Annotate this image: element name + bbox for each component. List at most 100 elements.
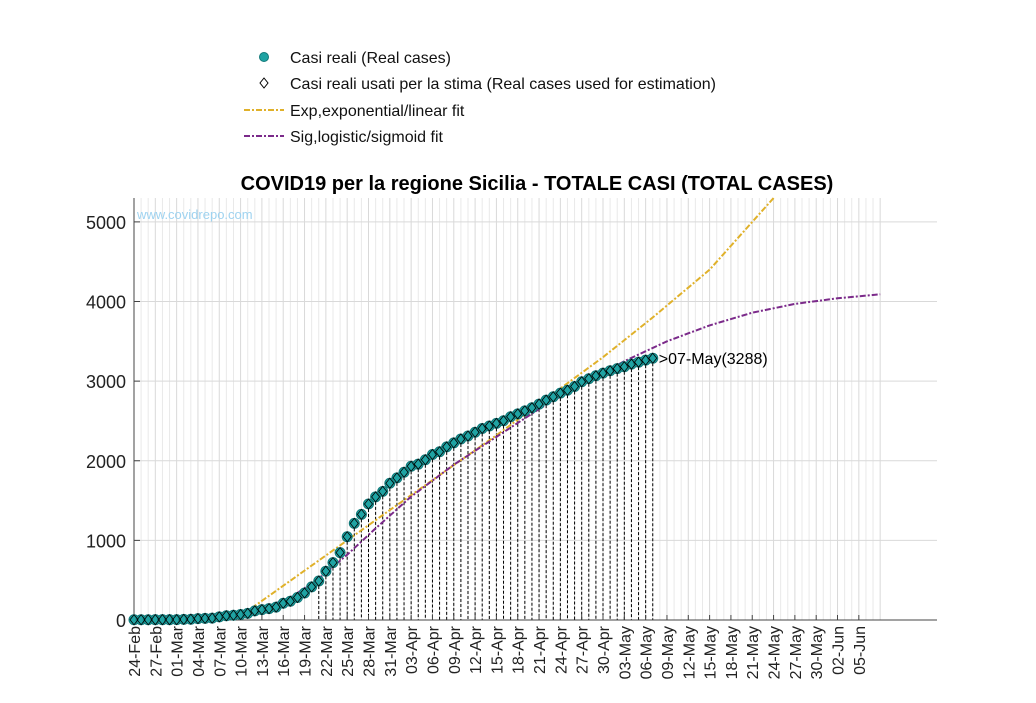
x-tick-label: 27-Apr [575, 625, 592, 674]
x-tick-label: 06-May [639, 626, 656, 679]
estimation-point [484, 420, 494, 432]
estimation-point [562, 384, 572, 396]
x-tick-label: 09-May [660, 626, 677, 679]
estimation-point [534, 398, 544, 410]
legend-label: Exp,exponential/linear fit [290, 103, 465, 120]
x-tick-label: 27-Feb [148, 626, 165, 677]
estimation-point [221, 610, 231, 622]
estimation-point [385, 477, 395, 489]
estimation-point [577, 376, 587, 388]
x-tick-label: 03-May [617, 626, 634, 679]
estimation-point [527, 402, 537, 414]
legend-estimation-marker [259, 77, 269, 89]
y-tick-label: 2000 [86, 452, 126, 472]
estimation-point [612, 362, 622, 375]
estimation-point [328, 556, 338, 569]
estimation-point [214, 611, 224, 623]
x-tick-label: 10-Mar [234, 625, 251, 676]
x-tick-label: 15-Apr [489, 625, 506, 674]
estimation-point [207, 612, 217, 624]
x-tick-label: 05-Jun [852, 626, 869, 675]
y-tick-label: 1000 [86, 531, 126, 551]
estimation-point [186, 613, 196, 625]
y-tick-label: 5000 [86, 213, 126, 233]
x-tick-label: 21-May [745, 626, 762, 679]
x-tick-label: 18-Apr [511, 625, 528, 674]
estimation-point [555, 387, 565, 399]
estimation-point [513, 408, 523, 420]
x-tick-label: 12-Apr [468, 625, 485, 674]
estimation-point [449, 437, 459, 449]
x-tick-label: 03-Apr [404, 625, 421, 674]
estimation-point [435, 446, 445, 458]
y-tick-label: 3000 [86, 372, 126, 392]
x-tick-label: 30-Apr [596, 625, 613, 674]
estimation-point [314, 575, 324, 587]
estimation-point [427, 448, 437, 461]
x-tick-label: 30-May [809, 626, 826, 679]
x-tick-label: 22-Mar [319, 625, 336, 676]
estimation-point [363, 498, 374, 510]
estimation-point [491, 417, 501, 429]
x-tick-label: 09-Apr [447, 625, 464, 674]
estimation-point [406, 460, 416, 472]
estimation-point [598, 367, 608, 379]
estimation-point [392, 472, 402, 484]
estimation-point [470, 426, 480, 438]
estimation-point [321, 565, 331, 577]
estimation-point [165, 614, 175, 626]
estimation-point [193, 612, 203, 625]
estimation-point [356, 508, 366, 520]
estimation-point [236, 608, 246, 621]
estimation-point [605, 365, 615, 377]
estimation-point [307, 581, 317, 593]
x-tick-label: 24-Feb [127, 626, 144, 677]
estimation-point [477, 422, 487, 435]
estimation-point [150, 614, 160, 626]
series-layer [128, 197, 881, 626]
estimation-point [250, 605, 260, 617]
estimation-point [143, 614, 153, 626]
estimation-point [641, 354, 651, 366]
estimation-point [591, 370, 601, 382]
legend-label: Casi reali (Real cases) [290, 50, 451, 67]
estimation-point [413, 458, 423, 470]
estimation-point [626, 358, 636, 370]
estimation-point [278, 597, 288, 609]
estimation-dropdown-lines [318, 358, 654, 620]
estimation-point [463, 430, 473, 442]
legend-label: Sig,logistic/sigmoid fit [290, 129, 444, 146]
estimation-point [506, 411, 516, 423]
estimation-point [399, 466, 409, 478]
estimation-point [257, 604, 267, 616]
estimation-point [342, 531, 352, 543]
estimation-point [634, 356, 644, 368]
estimation-point [157, 614, 167, 626]
estimation-point [200, 612, 210, 624]
estimation-point [570, 380, 580, 393]
estimation-point [378, 485, 388, 498]
estimation-point [548, 391, 558, 403]
estimation-point [285, 595, 295, 607]
y-tick-label: 4000 [86, 293, 126, 313]
estimation-point [541, 394, 551, 406]
x-tick-label: 28-Mar [362, 625, 379, 676]
chart-title: COVID19 per la regione Sicilia - TOTALE … [241, 173, 834, 195]
x-tick-label: 16-Mar [276, 625, 293, 676]
estimation-point [619, 361, 629, 373]
estimation-point [179, 613, 189, 626]
x-tick-label: 04-Mar [191, 625, 208, 676]
x-tick-label: 07-Mar [212, 625, 229, 676]
x-tick-label: 02-Jun [831, 626, 848, 675]
estimation-point [499, 415, 509, 427]
last-value-annotation: >07-May(3288) [659, 351, 768, 368]
legend: Casi reali (Real cases) Casi reali usati … [244, 50, 716, 146]
estimation-point [271, 601, 281, 613]
estimation-point [335, 546, 345, 559]
estimation-point [300, 587, 310, 599]
x-tick-label: 21-Apr [532, 625, 549, 674]
estimation-point [292, 591, 302, 604]
estimation-point [442, 441, 452, 453]
